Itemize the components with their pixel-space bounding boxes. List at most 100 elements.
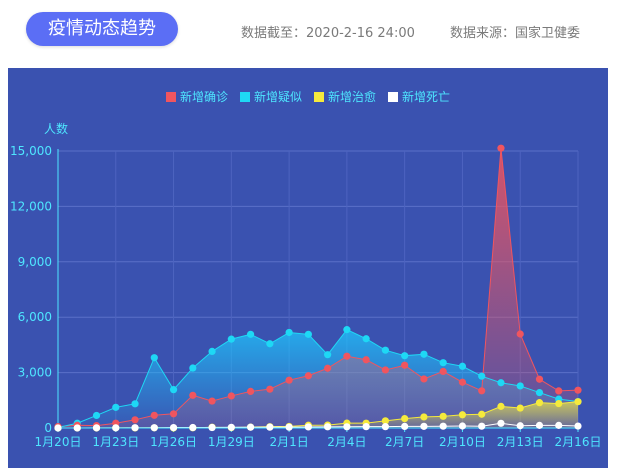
data-source-text: 数据来源：国家卫健委: [450, 26, 581, 41]
chart-legend: 新增确诊 新增疑似 新增治愈 新增死亡: [8, 88, 608, 105]
point-confirmed: [324, 364, 332, 372]
point-confirmed: [535, 375, 544, 383]
point-suspected: [304, 330, 312, 338]
y-tick-label: 3,000: [18, 366, 52, 380]
page-title: 疫情动态趋势: [26, 12, 178, 46]
x-tick-label: 1月23日: [92, 435, 139, 449]
point-dead: [535, 421, 544, 429]
x-tick-label: 1月20日: [35, 435, 82, 449]
point-confirmed: [246, 387, 255, 395]
point-cured: [535, 399, 544, 407]
point-suspected: [439, 359, 447, 367]
point-suspected: [150, 354, 158, 362]
point-suspected: [208, 347, 216, 356]
point-cured: [401, 414, 409, 423]
point-dead: [246, 423, 255, 431]
point-confirmed: [208, 397, 216, 405]
point-suspected: [343, 326, 351, 334]
point-dead: [92, 424, 101, 432]
x-tick-label: 2月16日: [555, 435, 602, 449]
x-tick-label: 1月29日: [208, 435, 255, 449]
area-cured: [58, 401, 578, 428]
legend-label-cured: 新增治愈: [328, 90, 377, 104]
x-tick-label: 2月13日: [497, 435, 544, 449]
legend-swatch-confirmed: [165, 91, 176, 102]
point-suspected: [112, 403, 120, 411]
point-confirmed: [497, 144, 505, 152]
point-dead: [401, 422, 409, 431]
legend-swatch-dead: [388, 91, 399, 102]
x-tick-label: 2月7日: [385, 435, 424, 449]
trend-chart: 0 3,000 6,000 9,000 12,000 15,000 1月20日 1月23日 1月…: [10, 144, 602, 449]
x-tick-label: 2月10日: [439, 435, 486, 449]
y-tick-label: 12,000: [10, 199, 52, 213]
point-suspected: [362, 335, 370, 343]
y-tick-label: 15,000: [10, 144, 52, 158]
y-tick-label: 0: [44, 421, 52, 435]
point-dead: [555, 421, 563, 429]
point-dead: [73, 424, 81, 432]
point-suspected: [131, 400, 139, 408]
point-cured: [478, 410, 486, 418]
point-dead: [208, 423, 216, 432]
point-confirmed: [439, 367, 447, 376]
legend-item-cured[interactable]: 新增治愈: [314, 88, 376, 105]
point-dead: [304, 423, 312, 431]
legend-swatch-cured: [314, 91, 324, 102]
x-tick-label: 2月4日: [327, 435, 366, 449]
point-suspected: [246, 330, 255, 338]
point-dead: [343, 423, 351, 431]
point-cured: [497, 402, 505, 410]
point-dead: [150, 424, 158, 432]
point-suspected: [516, 382, 524, 390]
legend-label-suspected: 新增疑似: [253, 90, 302, 104]
point-dead: [516, 422, 524, 430]
line-confirmed: [57, 148, 579, 428]
point-dead: [381, 423, 390, 431]
point-dead: [458, 422, 467, 430]
point-suspected: [497, 379, 505, 387]
point-cured: [458, 411, 467, 419]
legend-label-confirmed: 新增确诊: [179, 90, 228, 104]
point-dead: [420, 422, 428, 430]
point-suspected: [535, 388, 544, 397]
point-suspected: [227, 335, 235, 343]
point-cured: [555, 399, 563, 408]
point-cured: [439, 412, 447, 420]
point-dead: [227, 423, 235, 431]
point-suspected: [92, 411, 101, 420]
line-suspected: [57, 328, 579, 428]
point-confirmed: [478, 387, 486, 395]
point-suspected: [381, 346, 390, 354]
legend-item-suspected[interactable]: 新增疑似: [239, 88, 302, 105]
point-dead: [169, 423, 178, 432]
point-dead: [266, 423, 274, 431]
point-cured: [516, 404, 524, 412]
point-suspected: [401, 352, 409, 360]
point-dead: [131, 424, 139, 432]
point-suspected: [266, 340, 274, 348]
point-confirmed: [189, 391, 197, 399]
point-dead: [54, 424, 62, 432]
point-dead: [574, 422, 582, 430]
point-dead: [112, 424, 120, 432]
y-tick-label: 9,000: [18, 255, 52, 269]
point-confirmed: [227, 392, 235, 400]
point-suspected: [324, 351, 332, 359]
legend-item-confirmed[interactable]: 新增确诊: [165, 88, 228, 105]
point-dead: [478, 422, 486, 430]
y-axis-label: 人数: [44, 122, 69, 136]
legend-item-dead[interactable]: 新增死亡: [388, 88, 450, 105]
point-confirmed: [304, 372, 312, 380]
point-confirmed: [266, 385, 274, 393]
point-confirmed: [150, 411, 158, 419]
point-cured: [420, 413, 428, 421]
point-confirmed: [343, 352, 351, 360]
point-suspected: [169, 386, 178, 394]
legend-swatch-suspected: [239, 91, 250, 102]
point-confirmed: [285, 376, 293, 384]
point-cured: [381, 417, 390, 425]
point-confirmed: [401, 361, 409, 369]
data-cutoff-text: 数据截至：2020-2-16 24:00: [241, 26, 415, 41]
point-confirmed: [381, 366, 390, 374]
